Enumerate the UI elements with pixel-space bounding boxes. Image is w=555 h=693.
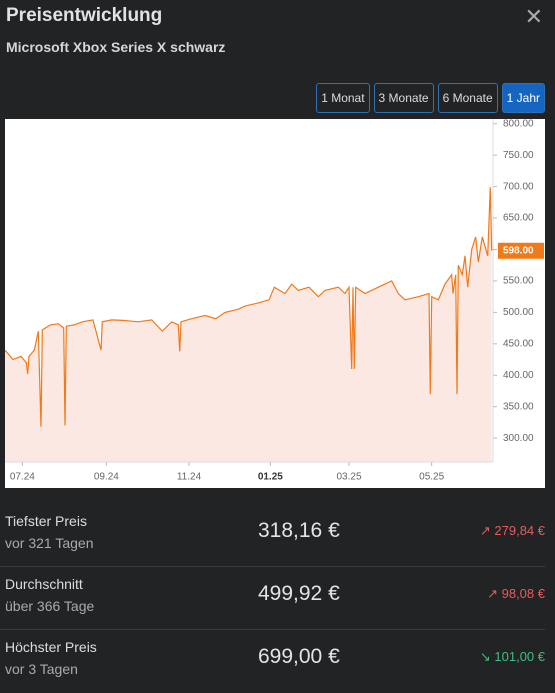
- y-tick-label: 450.00: [503, 338, 534, 349]
- stat-row: Höchster Preis vor 3 Tagen 699,00 € ↘ 101,0…: [0, 631, 555, 693]
- stat-label: Durchschnitt: [5, 576, 83, 592]
- current-price-tag: [498, 242, 544, 259]
- stat-value: 699,00 €: [258, 645, 340, 668]
- stat-change: ↗ 98,08 €: [487, 586, 545, 601]
- stat-value: 318,16 €: [258, 519, 340, 542]
- y-tick-label: 400.00: [503, 370, 534, 381]
- x-tick-label: 07.24: [10, 472, 35, 483]
- stat-row: Durchschnitt über 366 Tage 499,92 € ↗ 98,08…: [0, 568, 555, 630]
- x-tick-label: 05.25: [419, 472, 444, 483]
- y-tick-label: 500.00: [503, 307, 534, 318]
- range-buttons: 1 Monat 3 Monate 6 Monate 1 Jahr: [316, 83, 545, 113]
- price-line: [5, 187, 493, 427]
- y-tick-label: 300.00: [503, 433, 534, 444]
- y-tick-label: 750.00: [503, 150, 534, 161]
- y-tick-label: 550.00: [503, 276, 534, 287]
- close-button[interactable]: ✕: [524, 4, 543, 29]
- price-area: [5, 187, 492, 463]
- current-price-label: 598.00: [503, 245, 534, 256]
- separator: [0, 629, 545, 630]
- stat-value: 499,92 €: [258, 582, 340, 605]
- x-tick-label: 03.25: [336, 472, 361, 483]
- stat-change: ↗ 279,84 €: [479, 523, 545, 538]
- x-tick-label: 11.24: [177, 472, 202, 483]
- y-tick-label: 700.00: [503, 181, 534, 192]
- range-button[interactable]: 1 Monat: [316, 83, 370, 113]
- stat-sublabel: vor 321 Tagen: [5, 535, 94, 551]
- title: Preisentwicklung: [6, 5, 163, 26]
- separator: [0, 566, 545, 567]
- range-button[interactable]: 6 Monate: [437, 83, 498, 113]
- stat-label: Tiefster Preis: [5, 513, 87, 529]
- x-tick-label: 09.24: [94, 472, 119, 483]
- chart: 300.00350.00400.00450.00500.00550.00600.…: [5, 119, 545, 488]
- x-tick-label: 01.25: [258, 472, 283, 483]
- stat-change: ↘ 101,00 €: [479, 649, 545, 664]
- stat-sublabel: vor 3 Tagen: [5, 661, 78, 677]
- subtitle: Microsoft Xbox Series X schwarz: [6, 39, 226, 55]
- y-tick-label: 800.00: [503, 119, 534, 129]
- y-tick-label: 350.00: [503, 401, 534, 412]
- stat-sublabel: über 366 Tage: [5, 598, 95, 614]
- stat-label: Höchster Preis: [5, 639, 97, 655]
- stat-row: Tiefster Preis vor 321 Tagen 318,16 € ↗ 279…: [0, 505, 555, 567]
- range-button[interactable]: 3 Monate: [373, 83, 434, 113]
- range-button[interactable]: 1 Jahr: [501, 83, 545, 113]
- y-tick-label: 650.00: [503, 213, 534, 224]
